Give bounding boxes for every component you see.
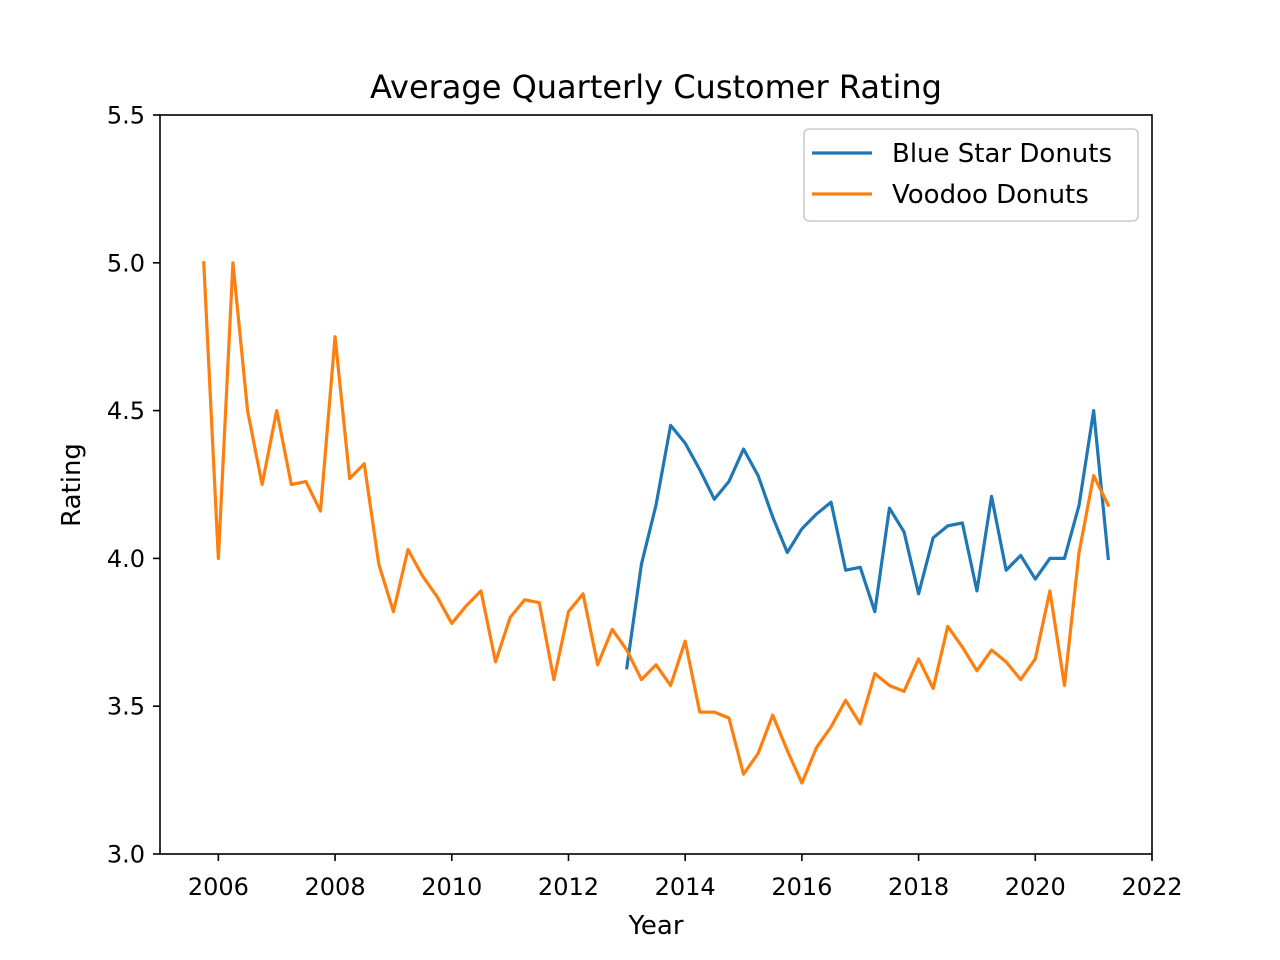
series-line-voodoo-donuts [202,261,1111,785]
legend-label-voodoo: Voodoo Donuts [892,180,1089,210]
y-tick-label: 3.5 [107,693,145,721]
x-tick-label: 2006 [188,873,249,901]
legend-label-blue-star: Blue Star Donuts [892,139,1112,169]
x-tick-label: 2020 [1005,873,1066,901]
legend: Blue Star Donuts Voodoo Donuts [803,128,1139,222]
x-axis-label: Year [627,911,683,941]
y-tick-label: 3.0 [107,841,145,869]
series-lines [202,261,1111,785]
x-tick-label: 2012 [538,873,599,901]
legend-box [803,128,1139,222]
y-tick-label: 4.5 [107,397,145,425]
x-tick-label: 2016 [771,873,832,901]
x-tick-label: 2022 [1121,873,1182,901]
x-tick-label: 2014 [655,873,716,901]
chart-title: Average Quarterly Customer Rating [370,68,942,106]
y-tick-label: 5.0 [107,249,145,277]
y-axis-ticks: 3.0 3.5 4.0 4.5 5.0 5.5 [107,102,160,869]
x-tick-label: 2010 [421,873,482,901]
y-tick-label: 5.5 [107,102,145,130]
x-tick-label: 2018 [888,873,949,901]
series-line-blue-star-donuts [625,409,1110,670]
plot-area-frame [159,114,1153,855]
y-tick-label: 4.0 [107,545,145,573]
y-axis-label: Rating [57,443,87,527]
x-axis-ticks: 2006 2008 2010 2012 2014 2016 2018 2020 2022 [188,854,1183,901]
x-tick-label: 2008 [305,873,366,901]
